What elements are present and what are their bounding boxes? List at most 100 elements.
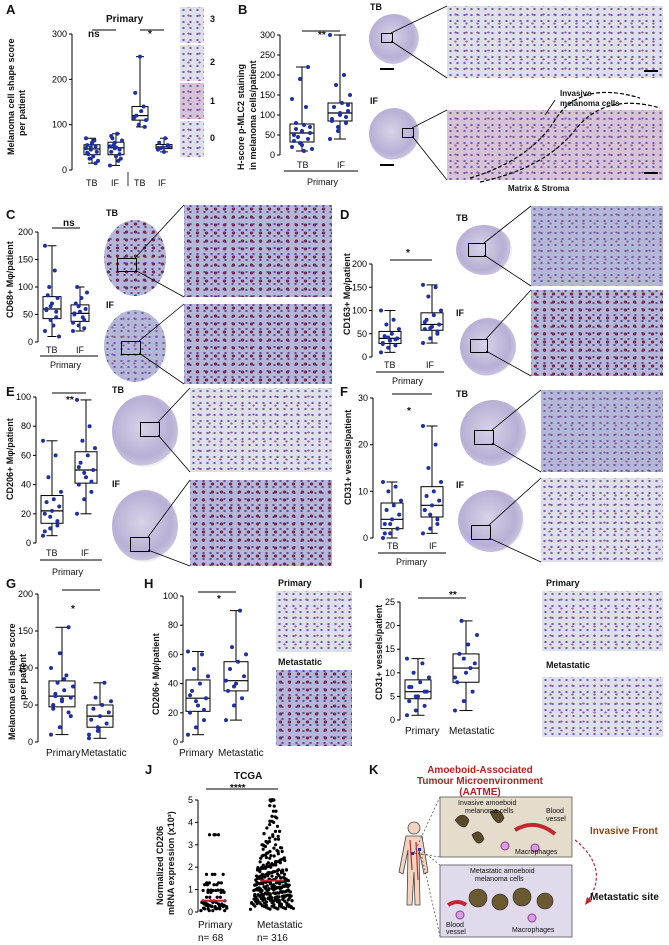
group-a-4: IF xyxy=(158,178,166,188)
group-a-1: TB xyxy=(86,178,98,188)
data-point-j xyxy=(263,853,268,857)
y-tick-label-d: 100 xyxy=(352,306,367,316)
tma-core-b-tb xyxy=(369,14,419,64)
data-point-j xyxy=(284,868,289,872)
y-tick-label-i: 10 xyxy=(385,668,395,678)
scalebar-b2 xyxy=(644,70,658,72)
data-point-a xyxy=(94,149,99,154)
data-point-j xyxy=(264,855,269,860)
group-b-1: TB xyxy=(297,160,309,170)
zoom-f-if xyxy=(541,478,663,562)
data-point-j xyxy=(286,883,290,887)
data-point-j xyxy=(289,905,293,909)
data-point-f xyxy=(426,466,431,470)
scale-1: 1 xyxy=(210,96,216,106)
data-point-j xyxy=(268,836,272,840)
sig-b: ** xyxy=(318,30,326,41)
data-point-b xyxy=(346,109,350,113)
sig-a-star: * xyxy=(148,29,152,40)
panel-e-connectors xyxy=(147,387,191,567)
data-point-i xyxy=(457,651,462,656)
img-b-tb: TB xyxy=(370,2,382,12)
data-point-j xyxy=(201,888,205,893)
data-point-j xyxy=(209,890,213,895)
k-box1-label4: vessel xyxy=(546,816,566,823)
data-point-j xyxy=(273,829,278,833)
data-point-c xyxy=(48,318,53,322)
data-point-j xyxy=(221,888,225,893)
data-point-j xyxy=(225,906,229,910)
data-point-j xyxy=(262,832,266,836)
data-point-d xyxy=(428,336,433,341)
data-point-j xyxy=(212,833,216,837)
data-point-b xyxy=(294,121,298,125)
sig-j: **** xyxy=(230,783,246,794)
data-point-e xyxy=(75,397,79,402)
data-point-b xyxy=(348,93,352,97)
panel-label-b: B xyxy=(238,2,248,17)
data-point-f xyxy=(384,508,389,512)
data-point-d xyxy=(433,285,438,290)
data-point-j xyxy=(223,909,227,913)
panel-b-connectors xyxy=(390,5,661,183)
data-point-j xyxy=(274,809,278,813)
data-point-h xyxy=(232,703,236,708)
y-tick-label-i: 5 xyxy=(390,691,395,701)
data-point-b xyxy=(292,133,296,137)
data-point-c xyxy=(83,307,88,311)
data-point-j xyxy=(261,847,265,851)
data-point-i xyxy=(418,680,423,685)
data-point-h xyxy=(232,684,236,689)
y-tick-label-c: 50 xyxy=(23,310,33,320)
data-point-g xyxy=(55,680,60,685)
data-point-b xyxy=(330,119,334,123)
data-point-j xyxy=(211,888,215,893)
data-point-j xyxy=(276,837,281,841)
y-tick-label-h: 40 xyxy=(168,679,178,689)
data-point-j xyxy=(262,901,267,905)
data-point-g xyxy=(106,710,111,715)
data-point-b xyxy=(306,137,310,141)
sig-a-ns: ns xyxy=(88,29,100,40)
data-point-d xyxy=(388,338,392,343)
y-tick-label-c: 0 xyxy=(28,337,33,347)
group-j-2: Metastatic xyxy=(257,920,303,931)
data-point-e xyxy=(76,482,81,487)
data-point-j xyxy=(285,893,290,897)
data-point-h xyxy=(194,725,198,730)
data-point-f xyxy=(381,480,385,484)
data-point-j xyxy=(216,888,220,892)
data-point-d xyxy=(397,327,401,332)
data-point-j xyxy=(208,895,212,899)
n-j-1: n= 68 xyxy=(198,933,224,944)
y-tick-label-e: 60 xyxy=(21,450,31,460)
k-box2-label3: Blood xyxy=(446,922,464,929)
panel-h-chart: 0 20 40 60 80 100 xyxy=(163,591,249,747)
data-point-a xyxy=(93,144,98,149)
data-point-b xyxy=(308,131,312,135)
data-point-j xyxy=(204,903,208,907)
data-point-j xyxy=(276,852,280,856)
k-box1-label5: Macrophages xyxy=(515,849,558,856)
data-point-d xyxy=(428,326,433,331)
data-point-h xyxy=(224,678,228,683)
panel-g-chart: 0 50 100 150 200 xyxy=(18,589,114,747)
data-point-i xyxy=(468,666,473,671)
data-point-j xyxy=(213,872,217,876)
data-point-j xyxy=(215,895,219,899)
data-point-c xyxy=(79,296,84,300)
data-point-c xyxy=(55,296,60,300)
group-g-1: Primary xyxy=(46,748,81,759)
data-point-h xyxy=(238,608,242,613)
data-point-f xyxy=(437,498,442,503)
data-point-f xyxy=(439,480,443,484)
data-point-j xyxy=(199,909,203,913)
inset-box-d-tb xyxy=(468,243,486,257)
data-point-a xyxy=(134,113,139,118)
data-point-e xyxy=(46,475,51,480)
shape-image-3 xyxy=(180,7,204,43)
data-point-a xyxy=(117,147,122,152)
data-point-j xyxy=(270,798,274,802)
data-point-j xyxy=(278,829,282,833)
data-point-d xyxy=(382,334,387,339)
